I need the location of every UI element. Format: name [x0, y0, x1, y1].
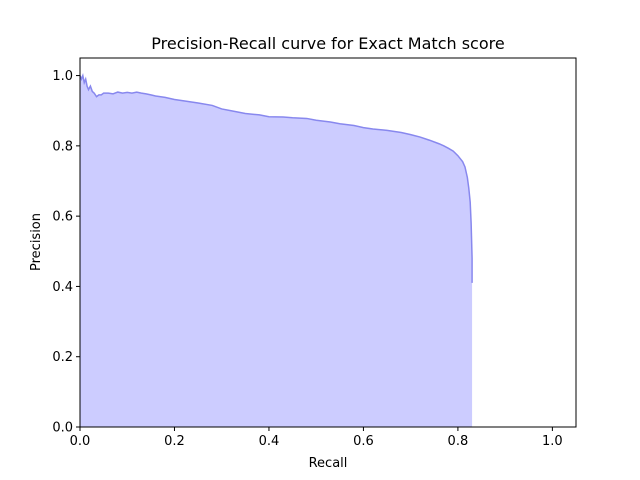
x-axis: 0.0 0.2 0.4 0.6 0.8 1.0 [70, 427, 563, 449]
y-tick-label: 0.6 [52, 210, 73, 225]
y-axis-label: Precision [29, 213, 44, 271]
pr-curve-area [80, 75, 473, 427]
x-tick-label: 0.4 [259, 434, 280, 449]
y-tick-label: 0.8 [52, 139, 73, 154]
x-tick-label: 0.8 [448, 434, 469, 449]
pr-curve-line [79, 72, 473, 283]
x-tick-label: 0.2 [164, 434, 185, 449]
chart-title: Precision-Recall curve for Exact Match s… [151, 34, 504, 53]
y-tick-label: 1.0 [52, 69, 73, 84]
plot-area [79, 57, 577, 428]
x-tick-label: 0.0 [70, 434, 91, 449]
x-tick-label: 1.0 [542, 434, 563, 449]
y-tick-label: 0.0 [52, 421, 73, 436]
x-axis-label: Recall [309, 456, 348, 471]
x-tick-label: 0.6 [353, 434, 374, 449]
y-tick-label: 0.4 [52, 280, 73, 295]
y-tick-label: 0.2 [52, 350, 73, 365]
y-axis: 0.0 0.2 0.4 0.6 0.8 1.0 [52, 69, 80, 436]
plot-frame [79, 57, 577, 428]
